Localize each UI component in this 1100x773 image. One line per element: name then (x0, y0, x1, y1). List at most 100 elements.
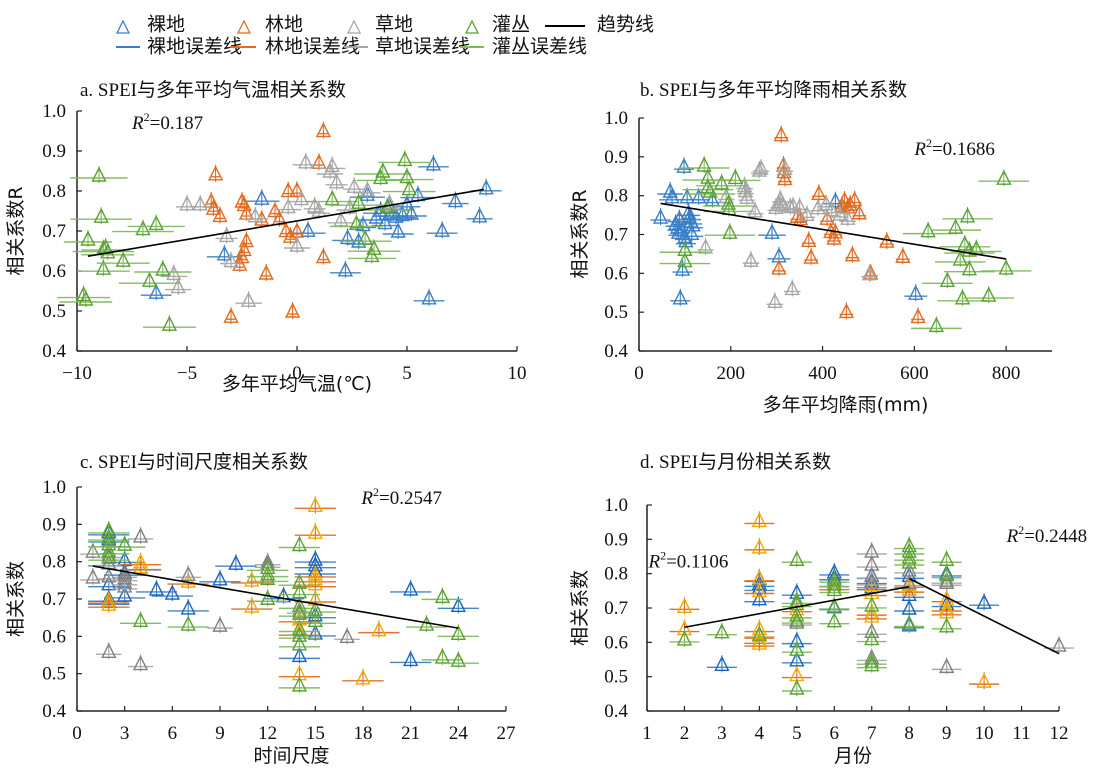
data-point (764, 223, 780, 239)
x-tick-label: 10 (508, 363, 527, 384)
r-squared-annotation: R2=0.1686 (913, 136, 995, 160)
data-point (722, 223, 738, 239)
data-point (135, 220, 151, 236)
y-tick-label: 0.8 (604, 564, 628, 585)
y-tick-label: 0.6 (42, 626, 66, 647)
x-tick-label: −10 (62, 363, 92, 384)
data-point (236, 240, 252, 257)
data-point (789, 679, 805, 695)
trend-line (660, 202, 1007, 260)
trend-line (684, 585, 910, 629)
data-point (403, 650, 419, 667)
data-point (148, 580, 165, 596)
y-tick-label: 0.8 (604, 186, 628, 207)
data-point (180, 615, 196, 631)
data-point (366, 239, 382, 255)
data-point (901, 574, 917, 590)
data-point (205, 199, 222, 215)
r-value: =0.1106 (666, 551, 728, 572)
data-point (300, 221, 316, 237)
r-value: =0.1686 (932, 139, 995, 160)
data-point (244, 571, 260, 587)
y-axis-label: 相关系数R (569, 189, 591, 278)
y-tick-label: 0.7 (604, 598, 628, 619)
x-tick-label: 12 (1050, 723, 1069, 744)
data-point (101, 567, 117, 583)
data-point (818, 195, 834, 211)
x-axis-label: 时间尺度 (253, 745, 329, 767)
data-point (280, 198, 296, 214)
data-point (85, 568, 101, 584)
y-axis-label: 相关系数 (569, 570, 591, 646)
data-point (425, 155, 442, 171)
legend-label: 草地 (375, 14, 413, 36)
y-tick-label: 0.4 (604, 701, 628, 722)
x-tick-label: 2 (680, 723, 690, 744)
data-point (939, 573, 955, 589)
x-tick-label: 3 (120, 723, 130, 744)
data-point (284, 302, 301, 318)
panel-a: a. SPEI与多年平均气温相关系数 0.4 0.5 0.6 0.7 0.8 0.9 1.0 −… (5, 79, 527, 395)
data-point (976, 672, 992, 688)
r-symbol: R (913, 139, 926, 160)
data-point (751, 581, 767, 598)
data-point (842, 195, 858, 211)
data-point (789, 550, 805, 566)
data-point (223, 252, 239, 268)
x-tick-label: 27 (497, 723, 516, 744)
data-point (803, 248, 819, 264)
data-point (132, 557, 149, 574)
data-point (244, 597, 260, 613)
x-axis-label: 多年平均气温(℃) (222, 373, 372, 395)
data-point (727, 168, 743, 185)
r-symbol: R (647, 551, 660, 572)
r-symbol: R (360, 488, 373, 509)
x-tick-label: −5 (177, 363, 197, 384)
triangle-icon (464, 19, 480, 34)
data-point (289, 236, 305, 252)
x-tick-label: 3 (717, 723, 727, 744)
data-point (939, 566, 955, 582)
data-point (674, 260, 691, 276)
data-point (260, 589, 276, 605)
y-tick-label: 0.6 (42, 261, 66, 282)
x-tick-label: 10 (975, 723, 994, 744)
x-tick-label: 6 (830, 723, 840, 744)
data-point (864, 656, 880, 672)
y-tick-label: 0.8 (42, 552, 66, 573)
y-tick-label: 0.8 (42, 181, 66, 202)
data-point (216, 245, 233, 261)
data-point (819, 209, 835, 225)
legend-label: 林地误差线 (265, 36, 360, 58)
legend-item-grass-error: 草地误差线 (344, 36, 470, 58)
data-point (247, 207, 263, 223)
r-symbol: R (131, 113, 144, 134)
data-point (676, 630, 693, 646)
data-point (85, 542, 101, 558)
data-point (307, 624, 323, 640)
series-林地 (203, 121, 332, 325)
data-point (117, 586, 133, 602)
y-tick-label: 1.0 (604, 108, 628, 129)
data-point (847, 190, 863, 207)
data-point (291, 535, 308, 552)
data-point (774, 196, 790, 212)
data-point (895, 247, 911, 263)
data-point (377, 214, 393, 230)
legend-item-forest-error: 林地误差线 (230, 36, 360, 58)
data-point (789, 613, 805, 629)
data-point (714, 655, 730, 672)
data-point (751, 625, 767, 641)
y-tick-label: 0.7 (42, 589, 66, 610)
legend-label: 趋势线 (597, 14, 654, 36)
data-point (390, 222, 406, 238)
data-point (957, 235, 973, 251)
series-灌丛 (88, 520, 479, 693)
data-point (676, 597, 693, 613)
data-point (223, 307, 239, 323)
data-point (844, 246, 861, 262)
legend-item-shrub: 灌丛 (464, 14, 530, 36)
series-灌丛 (659, 155, 1032, 334)
data-point (170, 278, 186, 294)
